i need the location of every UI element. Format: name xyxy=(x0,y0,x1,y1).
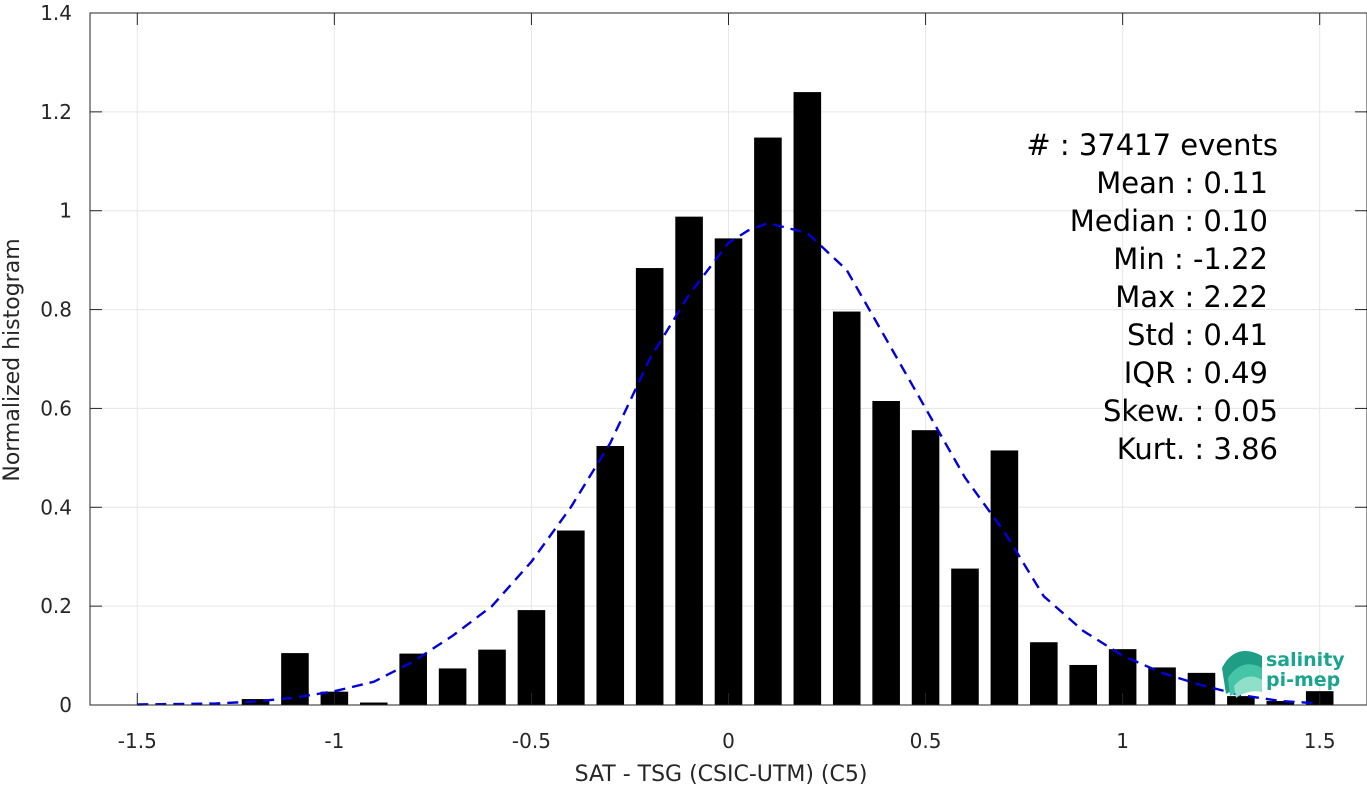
y-tick-label-4: 0.8 xyxy=(40,298,72,322)
axis-ticks xyxy=(90,12,1367,706)
y-tick-label-3: 0.6 xyxy=(40,396,72,420)
stat-iqr: IQR : 0.49 xyxy=(1124,356,1268,390)
histogram-bar-12 xyxy=(714,238,743,705)
y-tick-label-2: 0.4 xyxy=(40,495,72,519)
histogram-bar-26 xyxy=(1266,701,1295,705)
stat-min: Min : -1.22 xyxy=(1113,242,1268,276)
x-tick-label-0: -1.5 xyxy=(118,729,157,753)
logo-line-2: pi-mep xyxy=(1266,669,1340,691)
stat-skew: Skew. : 0.05 xyxy=(1103,394,1278,428)
histogram-bar-4 xyxy=(399,653,427,705)
histogram-bar-8 xyxy=(557,530,585,705)
logo-line-1: salinity xyxy=(1266,649,1345,671)
stat-kurt: Kurt. : 3.86 xyxy=(1117,432,1278,466)
stat-median: Median : 0.10 xyxy=(1070,204,1268,238)
stat-mean: Mean : 0.11 xyxy=(1096,166,1268,200)
histogram-bar-10 xyxy=(635,268,664,705)
salinity-pi-mep-logo: salinity pi-mep xyxy=(1222,649,1345,698)
stat-max: Max : 2.22 xyxy=(1115,280,1268,314)
gaussian-fit-curve xyxy=(137,221,1320,706)
histogram-bar-13 xyxy=(754,137,782,705)
y-tick-label-6: 1.2 xyxy=(40,100,72,124)
x-tick-label-6: 1.5 xyxy=(1304,729,1336,753)
histogram-bar-6 xyxy=(478,649,506,705)
histogram-bar-20 xyxy=(1030,642,1058,705)
histogram-bar-5 xyxy=(438,668,467,705)
x-tick-label-5: 1 xyxy=(1116,729,1129,753)
histogram-bar-15 xyxy=(832,311,861,705)
histogram-bar-3 xyxy=(359,702,388,705)
histogram-bar-24 xyxy=(1187,672,1216,705)
x-tick-label-1: -1 xyxy=(324,729,344,753)
grid-lines xyxy=(90,12,1367,706)
x-tick-label-4: 0.5 xyxy=(910,729,942,753)
histogram-bar-21 xyxy=(1069,664,1098,705)
stat-events: # : 37417 events xyxy=(1026,128,1278,162)
wave-logo-icon xyxy=(1222,651,1262,698)
y-tick-label-5: 1 xyxy=(59,199,72,223)
x-axis-label: SAT - TSG (CSIC-UTM) (C5) xyxy=(575,762,868,785)
x-tick-label-3: 0 xyxy=(722,729,735,753)
histogram-bar-18 xyxy=(951,568,979,705)
y-tick-label-1: 0.2 xyxy=(40,594,72,618)
histogram-bar-7 xyxy=(517,610,546,705)
histogram-bars xyxy=(241,92,1334,706)
x-tick-label-2: -0.5 xyxy=(512,729,551,753)
y-tick-label-7: 1.4 xyxy=(40,1,72,25)
histogram-bar-25 xyxy=(1227,696,1255,705)
histogram-bar-14 xyxy=(793,92,822,706)
stat-std: Std : 0.41 xyxy=(1127,318,1268,352)
x-tick-labels: -1.5 -1 -0.5 0 0.5 1 1.5 xyxy=(118,729,1336,753)
histogram-bar-16 xyxy=(872,401,900,705)
y-tick-label-0: 0 xyxy=(59,693,72,717)
histogram-bar-19 xyxy=(990,450,1019,705)
y-axis-label: Normalized histogram xyxy=(0,238,25,481)
histogram-bar-17 xyxy=(911,430,940,705)
histogram-bar-11 xyxy=(675,216,703,705)
statistics-box: # : 37417 events Mean : 0.11 Median : 0.… xyxy=(1026,128,1278,466)
histogram-bar-9 xyxy=(596,445,625,705)
y-tick-labels: 0 0.2 0.4 0.6 0.8 1 1.2 1.4 xyxy=(40,1,72,717)
